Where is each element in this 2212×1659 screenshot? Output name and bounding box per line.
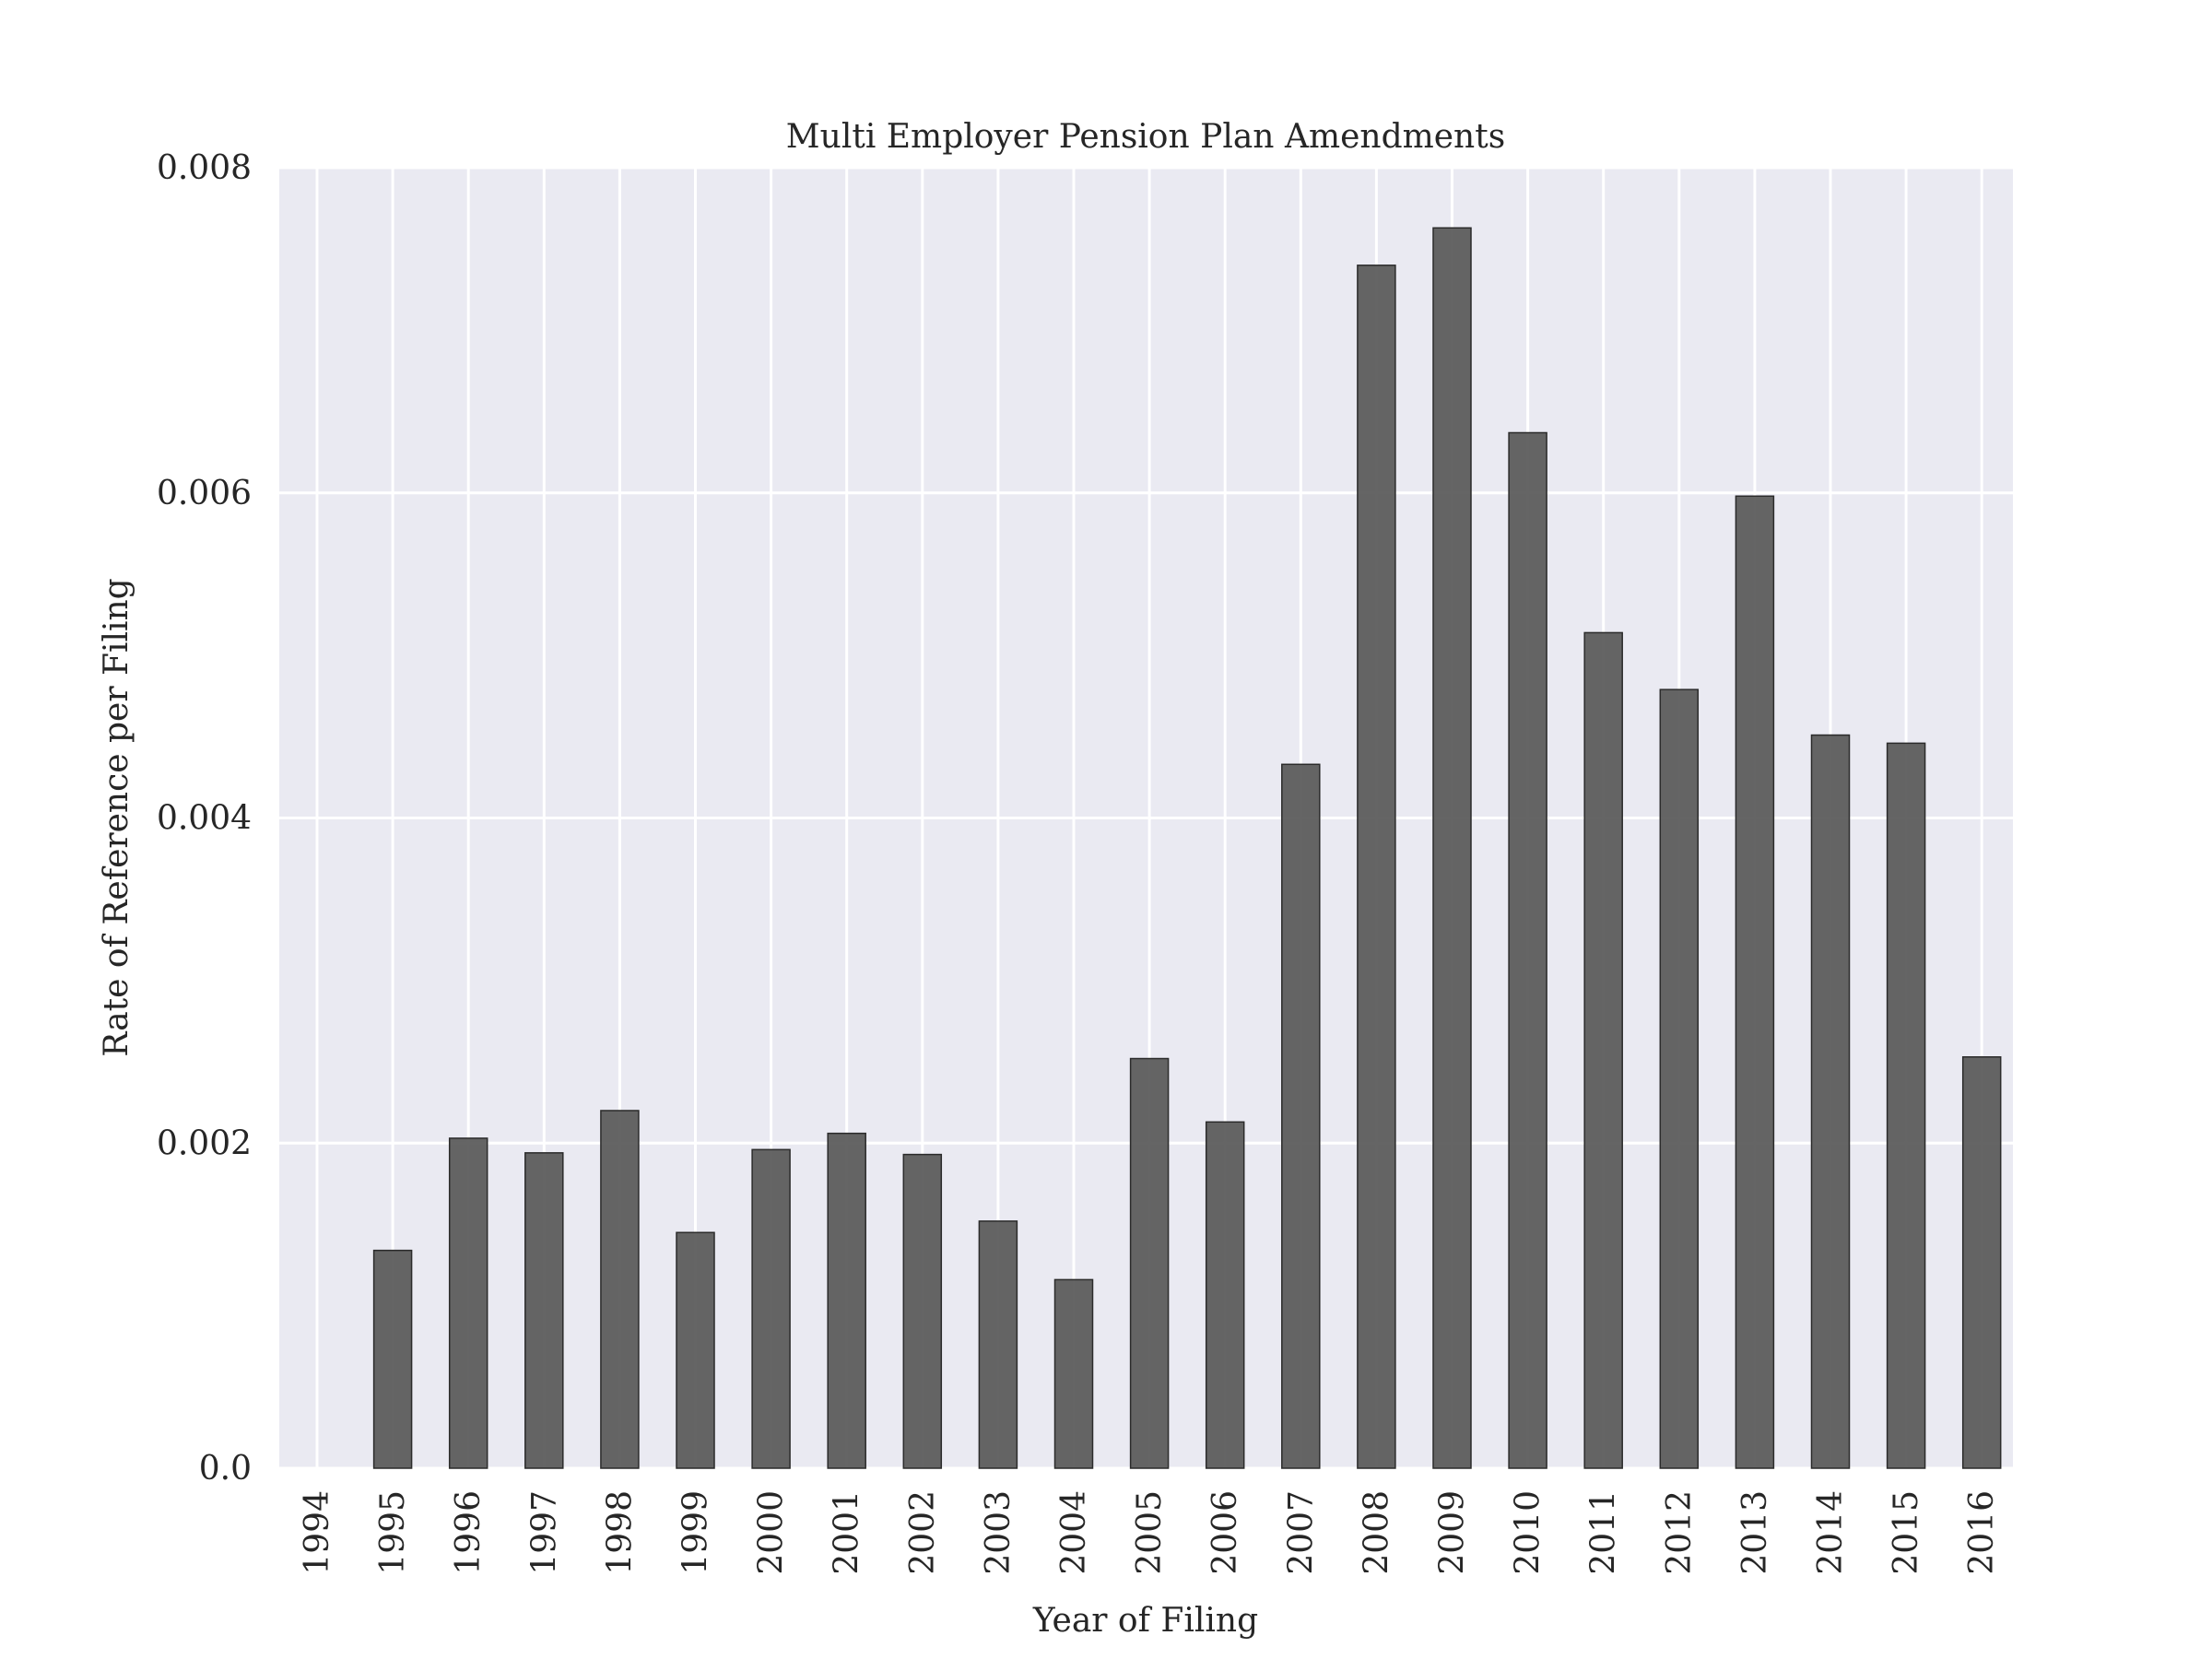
x-tick-label: 2015	[1888, 1490, 1925, 1575]
bar-2001	[827, 1132, 866, 1469]
bar-1999	[676, 1231, 715, 1469]
y-tick-label: 0.002	[157, 1124, 252, 1162]
x-axis-label: Year of Filing	[1032, 1602, 1258, 1640]
y-tick-label: 0.008	[157, 149, 252, 187]
bars	[372, 227, 2002, 1469]
x-tick-label: 1996	[450, 1490, 488, 1575]
bar-2006	[1205, 1121, 1245, 1469]
bar-2007	[1281, 763, 1321, 1469]
x-tick-label: 2016	[1963, 1490, 2001, 1575]
x-tick-label: 2013	[1736, 1490, 1774, 1575]
x-tick-label: 2007	[1282, 1490, 1320, 1575]
chart-title: Multi Employer Pension Plan Amendments	[786, 118, 1505, 156]
x-tick-label: 1997	[525, 1490, 563, 1575]
x-tick-label: 1999	[677, 1490, 715, 1575]
x-tick-label: 2008	[1358, 1490, 1395, 1575]
bar-1998	[600, 1110, 640, 1469]
x-axis-ticks: 1994 1995 1996 1997 1998 1999 2000 2001 2002 2003…	[299, 1490, 2001, 1575]
bar-2009	[1432, 227, 1472, 1469]
bar-2016	[1961, 1056, 2002, 1469]
x-tick-label: 2006	[1206, 1490, 1244, 1575]
x-tick-label: 2004	[1055, 1490, 1093, 1575]
bar-1996	[448, 1137, 488, 1469]
bar-2011	[1583, 631, 1623, 1469]
x-tick-label: 1994	[299, 1490, 336, 1575]
bar-2010	[1508, 431, 1547, 1469]
bar-1997	[524, 1152, 564, 1469]
x-tick-label: 2012	[1661, 1490, 1699, 1575]
x-tick-label: 2005	[1131, 1490, 1169, 1575]
x-tick-label: 2010	[1510, 1490, 1547, 1575]
bar-2004	[1053, 1278, 1094, 1469]
x-tick-label: 1995	[374, 1490, 412, 1575]
x-tick-label: 2001	[829, 1490, 866, 1575]
y-axis-ticks: 0.0 0.002 0.004 0.006 0.008	[157, 149, 252, 1488]
bar-2008	[1357, 265, 1396, 1469]
bar-2012	[1659, 688, 1700, 1469]
y-tick-label: 0.004	[157, 800, 252, 838]
bar-2002	[902, 1153, 943, 1469]
y-tick-label: 0.0	[199, 1450, 252, 1488]
bar-1995	[372, 1249, 413, 1469]
x-tick-label: 2014	[1812, 1490, 1850, 1575]
bar-2015	[1886, 742, 1926, 1469]
bar-2014	[1810, 734, 1851, 1469]
x-tick-label: 2003	[980, 1490, 1018, 1575]
y-axis-label: Rate of Reference per Filing	[98, 578, 135, 1056]
bar-2013	[1735, 495, 1775, 1469]
x-tick-label: 1998	[601, 1490, 639, 1575]
x-tick-label: 2011	[1585, 1490, 1623, 1575]
bar-2000	[751, 1148, 791, 1469]
bar-2003	[978, 1220, 1018, 1469]
x-tick-label: 2002	[904, 1490, 942, 1575]
y-tick-label: 0.006	[157, 475, 252, 512]
bar-2005	[1129, 1057, 1170, 1469]
x-tick-label: 2000	[753, 1490, 791, 1575]
x-tick-label: 2009	[1434, 1490, 1472, 1575]
